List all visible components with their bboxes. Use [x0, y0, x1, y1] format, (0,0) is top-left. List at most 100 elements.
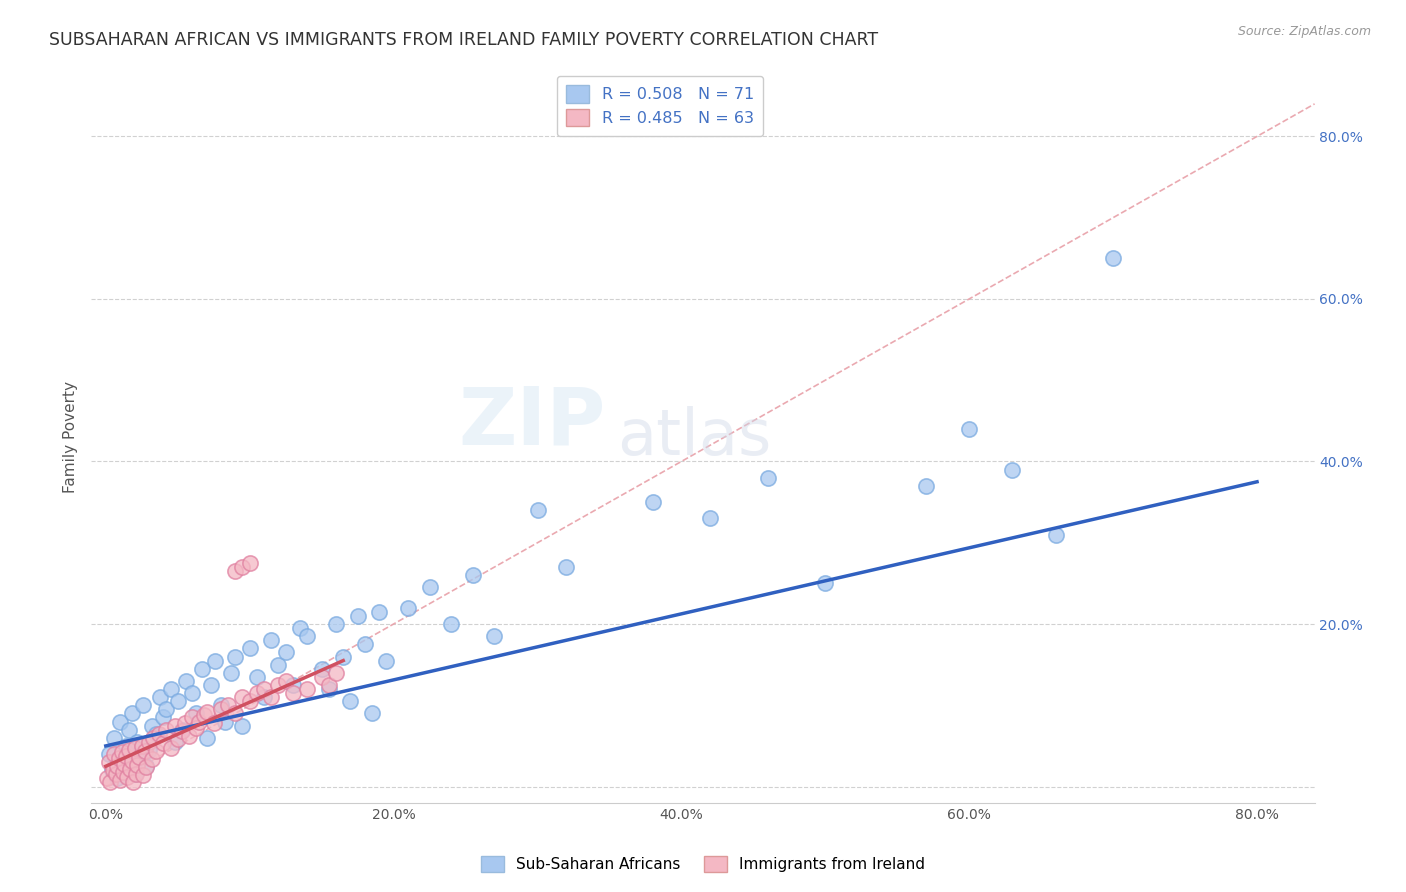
Point	[105, 759, 128, 773]
Point	[219, 665, 242, 680]
Point	[419, 581, 441, 595]
Point	[120, 762, 142, 776]
Point	[396, 600, 419, 615]
Point	[135, 759, 157, 773]
Point	[274, 673, 297, 688]
Point	[117, 770, 139, 784]
Point	[163, 718, 186, 732]
Point	[174, 716, 197, 731]
Point	[103, 731, 125, 745]
Point	[118, 723, 141, 737]
Point	[135, 760, 157, 774]
Point	[107, 751, 129, 765]
Point	[217, 698, 239, 713]
Point	[170, 724, 193, 739]
Text: Source: ZipAtlas.com: Source: ZipAtlas.com	[1237, 25, 1371, 38]
Point	[281, 678, 304, 692]
Point	[181, 686, 204, 700]
Point	[915, 479, 938, 493]
Point	[260, 633, 283, 648]
Point	[311, 662, 333, 676]
Point	[281, 686, 304, 700]
Point	[105, 772, 128, 786]
Point	[112, 764, 135, 779]
Point	[176, 673, 198, 688]
Point	[127, 735, 149, 749]
Point	[214, 714, 236, 729]
Point	[231, 718, 253, 732]
Point	[202, 716, 225, 731]
Point	[142, 731, 165, 745]
Point	[138, 735, 160, 749]
Point	[297, 681, 319, 696]
Point	[361, 706, 384, 721]
Point	[318, 678, 340, 692]
Point	[224, 649, 246, 664]
Point	[163, 735, 186, 749]
Point	[1001, 462, 1024, 476]
Point	[181, 710, 204, 724]
Point	[353, 637, 375, 651]
Point	[110, 746, 132, 760]
Point	[260, 690, 283, 705]
Point	[325, 665, 347, 680]
Point	[267, 657, 290, 672]
Point	[121, 754, 143, 768]
Point	[440, 617, 463, 632]
Point	[114, 756, 136, 771]
Point	[97, 747, 120, 761]
Text: atlas: atlas	[617, 406, 772, 468]
Point	[641, 495, 664, 509]
Point	[756, 471, 779, 485]
Point	[138, 743, 160, 757]
Text: ZIP: ZIP	[458, 384, 605, 461]
Point	[141, 752, 163, 766]
Point	[484, 629, 506, 643]
Point	[121, 706, 143, 721]
Point	[1102, 252, 1125, 266]
Point	[461, 568, 484, 582]
Point	[132, 698, 155, 713]
Point	[246, 670, 269, 684]
Point	[103, 747, 125, 761]
Point	[555, 560, 578, 574]
Point	[149, 690, 172, 705]
Point	[101, 764, 124, 778]
Point	[124, 740, 146, 755]
Point	[186, 706, 208, 721]
Point	[100, 764, 122, 778]
Point	[152, 736, 174, 750]
Point	[108, 772, 131, 787]
Point	[231, 560, 253, 574]
Point	[209, 702, 232, 716]
Legend: R = 0.508   N = 71, R = 0.485   N = 63: R = 0.508 N = 71, R = 0.485 N = 63	[557, 76, 763, 136]
Point	[231, 690, 253, 705]
Point	[145, 744, 167, 758]
Point	[127, 758, 149, 772]
Point	[132, 768, 155, 782]
Point	[170, 723, 193, 737]
Point	[239, 641, 262, 656]
Y-axis label: Family Poverty: Family Poverty	[63, 381, 79, 493]
Point	[311, 670, 333, 684]
Point	[957, 422, 980, 436]
Point	[148, 727, 170, 741]
Point	[134, 744, 156, 758]
Point	[814, 576, 837, 591]
Point	[155, 702, 177, 716]
Point	[195, 705, 218, 719]
Point	[128, 750, 150, 764]
Point	[318, 681, 340, 696]
Point	[159, 740, 181, 755]
Point	[122, 774, 145, 789]
Point	[98, 775, 121, 789]
Point	[97, 755, 120, 769]
Point	[191, 662, 214, 676]
Point	[200, 678, 222, 692]
Point	[274, 645, 297, 659]
Point	[267, 678, 290, 692]
Point	[253, 690, 276, 705]
Point	[204, 654, 226, 668]
Point	[96, 772, 118, 786]
Point	[166, 732, 188, 747]
